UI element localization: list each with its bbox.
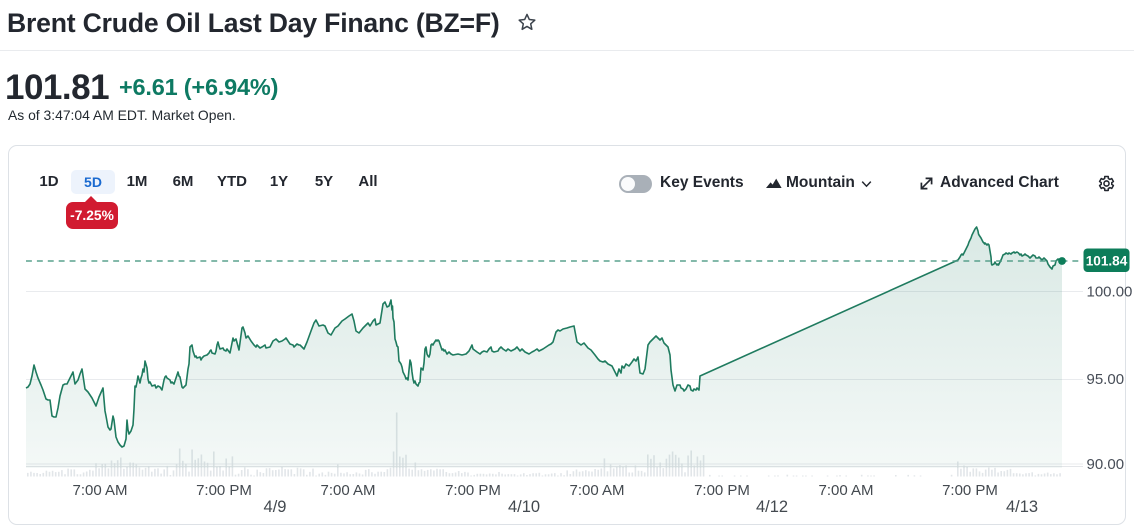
svg-text:90.00: 90.00	[1087, 456, 1125, 473]
svg-text:95.00: 95.00	[1087, 371, 1125, 388]
svg-text:101.84: 101.84	[1086, 253, 1128, 268]
svg-text:100.00: 100.00	[1087, 283, 1133, 300]
